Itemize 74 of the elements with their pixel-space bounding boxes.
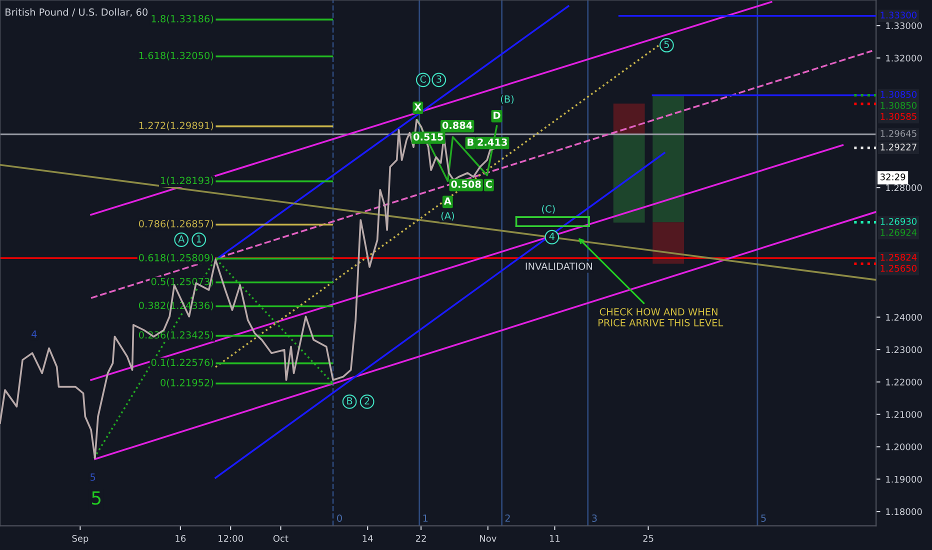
annotation: 5 [664, 40, 669, 48]
annotation: D [494, 112, 500, 119]
x-tick-label: 11 [550, 535, 560, 542]
series-label: 0.236(1.23425) [138, 331, 214, 340]
annotation: A [178, 235, 185, 242]
x-tick-label: 16 [176, 534, 186, 542]
annotation: A [444, 198, 452, 205]
series-label: 0.1(1.22576) [151, 358, 214, 368]
data-label: 1.30850 [880, 91, 917, 98]
bar [652, 222, 684, 264]
annotation: B [347, 397, 352, 404]
annotation: INVALIDATION [526, 262, 592, 270]
annotation: 0 [337, 514, 342, 522]
ref-line-label: 1.30585 [880, 113, 916, 120]
annotation: 1 [196, 235, 202, 242]
y-tick-label: 1.32000 [886, 54, 922, 62]
ref-line-label: 1.30850 [880, 102, 917, 109]
series-label: 1.8(1.33186) [152, 14, 214, 24]
y-tick-label: 1.24000 [886, 314, 922, 321]
x-tick-label: 12:00 [218, 534, 243, 542]
x-tick-label: Oct [273, 534, 288, 542]
annotation: 5 [90, 474, 96, 481]
ref-line-label: 1.26930 [880, 218, 917, 225]
annotation: 4 [32, 330, 37, 338]
annotation: 0.515 [413, 133, 444, 141]
annotation: (A) [441, 212, 454, 221]
series-label: 0(1.21952) [160, 378, 214, 388]
y-tick-label: 1.33000 [886, 22, 922, 30]
annotation: 4 [549, 232, 554, 240]
annotation: 0.508 [451, 180, 481, 188]
ref-line-label: 1.29645 [880, 130, 916, 137]
annotation: B [468, 138, 474, 146]
y-tick-label: 1.21000 [886, 411, 922, 418]
data-label: 1.33300 [880, 12, 917, 18]
text: British Pound / U.S. Dollar, 60 [6, 8, 148, 17]
series-label: 1.272(1.29891) [139, 122, 214, 130]
annotation: 0.884 [442, 122, 472, 130]
annotation: 2 [505, 514, 510, 522]
x-tick-label: 25 [643, 534, 654, 542]
annotation: X [414, 103, 422, 110]
annotation: 5 [92, 491, 101, 505]
ref-line-label: 1.25650 [880, 264, 917, 272]
bar [613, 104, 645, 134]
annotation: 2 [364, 397, 370, 404]
series-label: 0.786(1.26857) [138, 220, 214, 229]
ref-line-label: 1.25824 [880, 254, 917, 261]
bar [613, 134, 645, 223]
text: 32:29 [880, 174, 906, 180]
annotation: 2.413 [478, 138, 507, 146]
annotation: CHECK HOW AND WHEN PRICE ARRIVE THIS LEVEL [598, 308, 724, 326]
annotation: (C) [542, 205, 555, 214]
y-tick-label: 1.19000 [886, 476, 922, 483]
annotation: 5 [761, 514, 766, 522]
y-tick-label: 1.20000 [886, 443, 922, 450]
y-tick-label: 1.23000 [886, 346, 922, 354]
series-label: 0.618(1.25809) [138, 254, 214, 263]
y-tick-label: 1.18000 [886, 508, 922, 516]
annotation: (B) [500, 95, 514, 104]
annotation: 3 [436, 75, 442, 83]
y-tick-label: 1.28000 [886, 184, 922, 192]
x-tick-label: Sep [72, 534, 88, 544]
x-tick-label: Nov [480, 535, 496, 542]
bar [652, 95, 684, 222]
series-label: 1.618(1.32050) [139, 52, 214, 60]
annotation: C [420, 75, 426, 83]
x-tick-label: 14 [362, 535, 373, 542]
series-label: 1(1.28193) [161, 176, 214, 186]
annotation: C [486, 180, 492, 188]
y-tick-label: 1.22000 [886, 378, 922, 386]
ref-line-label: 1.29227 [880, 144, 916, 150]
annotation: 1 [423, 514, 428, 522]
annotation: 3 [592, 514, 597, 522]
x-tick-label: 22 [416, 534, 426, 542]
ref-line-label: 1.26924 [880, 229, 917, 236]
